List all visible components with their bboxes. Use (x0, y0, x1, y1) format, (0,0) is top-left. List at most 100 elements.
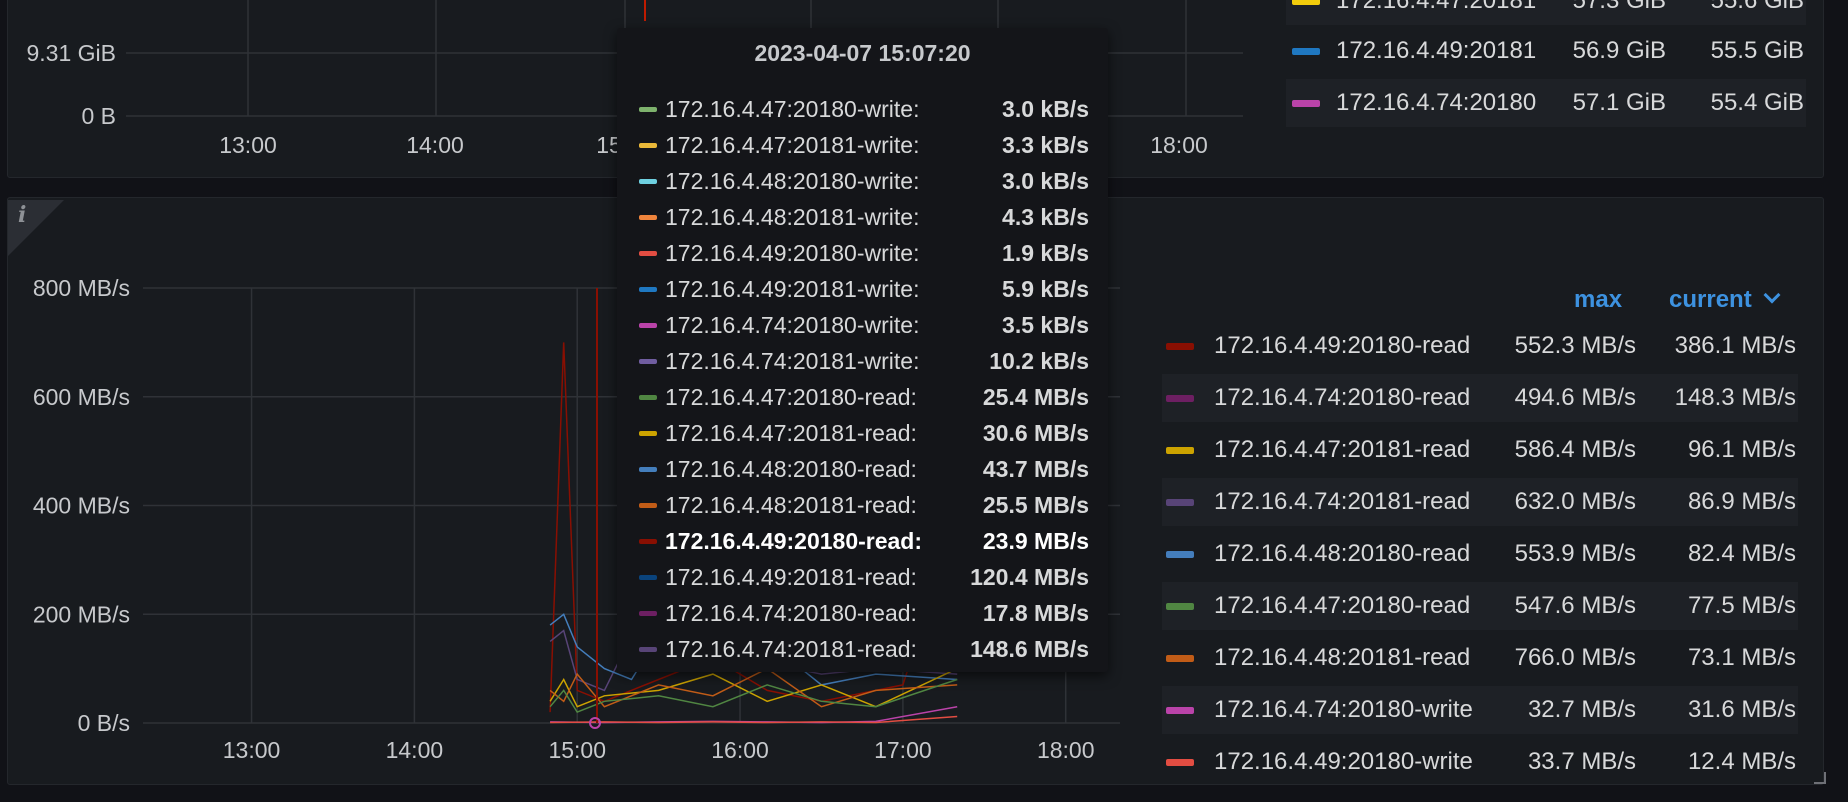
tooltip-series-name: 172.16.4.49:20181-read: (665, 564, 917, 590)
legend-row[interactable]: 172.16.4.47:20180-read 547.6 MB/s 77.5 MB/… (1162, 582, 1798, 630)
legend-series-name: 172.16.4.74:20180-write (1214, 696, 1473, 723)
tooltip-row: 172.16.4.47:20180-read: 25.4 MB/s (639, 380, 1089, 416)
chevron-down-icon (1763, 286, 1781, 304)
legend-header-current[interactable]: current (1669, 286, 1781, 314)
series-color-swatch (639, 143, 657, 148)
series-color-swatch (639, 107, 657, 112)
legend-series-name: 172.16.4.49:20180-write (1214, 748, 1473, 775)
tooltip-row: 172.16.4.74:20180-write: 3.5 kB/s (639, 308, 1089, 344)
resize-handle[interactable] (1814, 772, 1826, 784)
series-color-swatch (639, 431, 657, 436)
series-color-swatch (1292, 100, 1320, 107)
tooltip-row: 172.16.4.49:20180-read: 23.9 MB/s (639, 524, 1089, 560)
tooltip-series-name: 172.16.4.48:20180-write: (665, 168, 920, 194)
legend-max-value: 552.3 MB/s (1514, 332, 1636, 359)
legend-current-value: 55.5 GiB (1710, 37, 1804, 64)
tooltip-timestamp: 2023-04-07 15:07:20 (754, 40, 971, 66)
x-tick-label: 14:00 (386, 737, 444, 763)
tooltip-series-name: 172.16.4.47:20180-write: (665, 96, 920, 122)
legend-row[interactable]: 172.16.4.74:20180 57.1 GiB 55.4 GiB (1286, 79, 1806, 127)
series-color-swatch (1166, 655, 1194, 662)
legend-max-value: 56.9 GiB (1572, 37, 1666, 64)
series-color-swatch (639, 323, 657, 328)
legend-header-max[interactable]: max (1574, 286, 1623, 313)
tooltip-series-name: 172.16.4.48:20180-read: (665, 456, 917, 482)
legend-row[interactable]: 172.16.4.49:20180-read 552.3 MB/s 386.1 MB… (1162, 322, 1798, 370)
tooltip-row: 172.16.4.74:20181-read: 148.6 MB/s (639, 632, 1089, 668)
tooltip-row: 172.16.4.48:20180-read: 43.7 MB/s (639, 452, 1089, 488)
series-line (550, 715, 958, 724)
series-color-swatch (1166, 447, 1194, 454)
tooltip-series-value: 3.0 kB/s (1002, 168, 1089, 194)
legend-row[interactable]: 172.16.4.48:20180-read 553.9 MB/s 82.4 MB/… (1162, 530, 1798, 578)
info-icon: i (18, 202, 27, 228)
legend-current-value: 86.9 MB/s (1687, 488, 1796, 515)
x-tick-label: 14:00 (406, 132, 464, 158)
series-color-swatch (639, 539, 657, 544)
legend-header-current-label: current (1669, 286, 1752, 313)
tooltip-series-value: 5.9 kB/s (1002, 276, 1089, 302)
legend-current-value: 77.5 MB/s (1687, 592, 1796, 619)
tooltip-series-name: 172.16.4.48:20181-read: (665, 492, 917, 518)
legend-series-name: 172.16.4.74:20180-read (1214, 384, 1471, 411)
tooltip-series-value: 120.4 MB/s (970, 564, 1089, 590)
tooltip-series-value: 3.0 kB/s (1002, 96, 1089, 122)
legend-row[interactable]: 172.16.4.48:20181-read 766.0 MB/s 73.1 MB/… (1162, 634, 1798, 682)
y-tick-label: 9.31 GiB (27, 40, 117, 66)
legend-row[interactable]: 172.16.4.47:20181-read 586.4 MB/s 96.1 MB/… (1162, 426, 1798, 474)
hover-tooltip: 2023-04-07 15:07:20 172.16.4.47:20180-wr… (617, 28, 1108, 672)
tooltip-series-name: 172.16.4.74:20181-write: (665, 348, 920, 374)
legend-current-value: 386.1 MB/s (1674, 332, 1796, 359)
legend-row[interactable]: 172.16.4.47:20181 57.3 GiB 55.6 GiB (1286, 0, 1806, 25)
tooltip-row: 172.16.4.48:20181-write: 4.3 kB/s (639, 200, 1089, 236)
legend-series-name: 172.16.4.48:20180-read (1214, 540, 1471, 567)
series-color-swatch (1292, 48, 1320, 55)
tooltip-series-value: 30.6 MB/s (982, 420, 1089, 446)
series-color-swatch (1166, 499, 1194, 506)
series-color-swatch (639, 215, 657, 220)
tooltip-row: 172.16.4.47:20181-write: 3.3 kB/s (639, 128, 1089, 164)
y-tick-label: 600 MB/s (33, 384, 130, 410)
tooltip-series-value: 10.2 kB/s (989, 348, 1089, 374)
legend-series-name: 172.16.4.74:20181-read (1214, 488, 1471, 515)
legend-row[interactable]: 172.16.4.74:20181-read 632.0 MB/s 86.9 MB/… (1162, 478, 1798, 526)
tooltip-row: 172.16.4.47:20181-read: 30.6 MB/s (639, 416, 1089, 452)
legend-row[interactable]: 172.16.4.49:20180-write 33.7 MB/s 12.4 MB/… (1162, 738, 1798, 786)
legend-row[interactable]: 172.16.4.49:20181 56.9 GiB 55.5 GiB (1286, 27, 1806, 75)
series-color-swatch (639, 251, 657, 256)
tooltip-series-value: 25.4 MB/s (982, 384, 1089, 410)
series-color-swatch (1166, 759, 1194, 766)
tooltip-series-name: 172.16.4.47:20180-read: (665, 384, 917, 410)
legend-series-name: 172.16.4.49:20181 (1336, 37, 1537, 64)
legend-row[interactable]: 172.16.4.74:20180-write 32.7 MB/s 31.6 MB/… (1162, 686, 1798, 734)
series-line (549, 678, 958, 714)
series-color-swatch (639, 611, 657, 616)
tooltip-series-value: 17.8 MB/s (982, 600, 1089, 626)
bottom-axes: 800 MB/s 600 MB/s 400 MB/s 200 MB/s 0 B/s 13:… (33, 275, 1095, 763)
tooltip-series-name: 172.16.4.48:20181-write: (665, 204, 920, 230)
tooltip-series-name: 172.16.4.47:20181-read: (665, 420, 917, 446)
legend-max-value: 586.4 MB/s (1514, 436, 1636, 463)
legend-max-value: 57.3 GiB (1572, 0, 1666, 14)
legend-max-value: 553.9 MB/s (1514, 540, 1636, 567)
legend-max-value: 33.7 MB/s (1527, 748, 1636, 775)
bottom-legend: max current 172.16.4.49:20180-read 552.3 … (1162, 280, 1798, 780)
top-legend: 172.16.4.47:20181 57.3 GiB 55.6 GiB 172.… (1286, 0, 1806, 131)
legend-series-name: 172.16.4.74:20180 (1336, 89, 1537, 116)
y-tick-label: 200 MB/s (33, 601, 130, 627)
series-line (550, 705, 958, 724)
legend-current-value: 55.6 GiB (1710, 0, 1804, 14)
y-tick-label: 0 B (81, 103, 116, 129)
legend-series-name: 172.16.4.47:20181-read (1214, 436, 1471, 463)
legend-current-value: 148.3 MB/s (1674, 384, 1796, 411)
tooltip-row: 172.16.4.49:20180-write: 1.9 kB/s (639, 236, 1089, 272)
tooltip-series-name: 172.16.4.49:20180-read: (665, 528, 923, 554)
tooltip-series-value: 3.3 kB/s (1002, 132, 1089, 158)
series-color-swatch (639, 179, 657, 184)
legend-row[interactable]: 172.16.4.74:20180-read 494.6 MB/s 148.3 MB… (1162, 374, 1798, 422)
x-tick-label: 13:00 (219, 132, 277, 158)
tooltip-row: 172.16.4.48:20180-write: 3.0 kB/s (639, 164, 1089, 200)
series-color-swatch (1166, 551, 1194, 558)
tooltip-series-value: 43.7 MB/s (982, 456, 1089, 482)
legend-series-name: 172.16.4.47:20181 (1336, 0, 1537, 14)
